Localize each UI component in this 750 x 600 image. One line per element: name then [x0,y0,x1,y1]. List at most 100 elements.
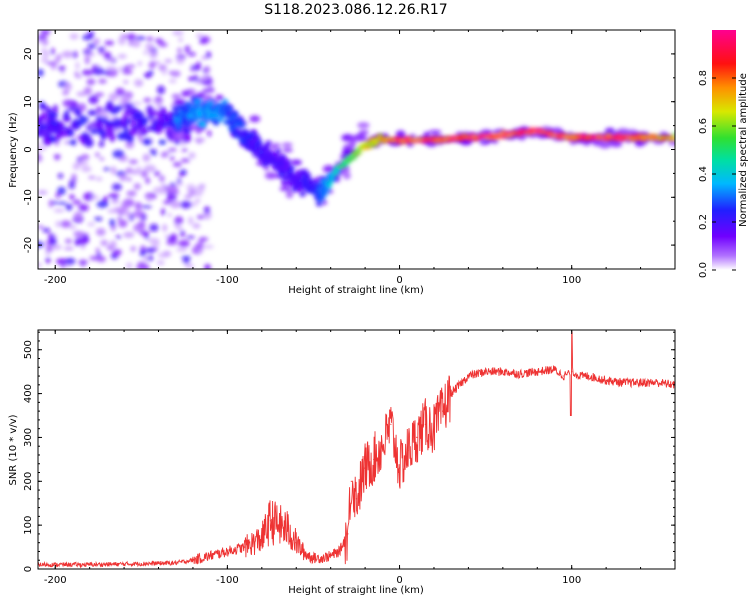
spectrogram-noise-blob [84,137,94,148]
spectrogram-noise-blob [149,223,159,232]
snr-y-tick-label: 0 [23,566,34,572]
spectrogram-ridge-blob [207,99,215,106]
spectrogram-noise-blob [184,195,193,199]
snr-data-point [287,528,289,531]
spectrogram-noise-blob [162,224,168,232]
spectrogram-ridge-blob [183,121,191,128]
spectrogram-y-ticks: -20 -10 0 10 20 [23,29,675,270]
snr-data-point [321,557,323,559]
spectrogram-y-tick-label: 10 [23,95,34,108]
snr-data-point [424,423,426,425]
spectrogram-noise-blob [187,52,196,57]
spectrogram-ridge-blob [314,182,322,189]
spectrogram-noise-blob [123,108,133,114]
spectrogram-noise-blob [104,40,115,46]
spectrogram-noise-blob [127,33,136,42]
spectrogram-noise-blob [50,47,55,55]
spectrogram-noise-blob [71,173,77,180]
spectrogram-noise-blob [47,111,56,120]
spectrogram-noise-blob [88,175,96,180]
spectrogram-halo-blob [551,127,563,134]
spectrogram-noise-blob [86,78,96,86]
spectrogram-ridge-blob [332,177,338,181]
spectrogram-noise-blob [203,65,211,74]
spectrogram-noise-blob [146,105,154,115]
spectrogram-noise-blob [187,216,194,225]
spectrogram-noise-blob [92,38,100,45]
spectrogram-noise-blob [167,212,172,218]
spectrogram-ridge-blob [200,121,207,128]
spectrogram-noise-blob [115,87,125,97]
spectrogram-ridge-blob [351,156,357,160]
spectrogram-noise-blob [73,211,83,220]
spectrogram-noise-blob [63,246,74,251]
spectrogram-noise-blob [98,51,105,55]
spectrogram-noise-blob [175,181,184,187]
spectrogram-noise-blob [81,69,94,76]
spectrogram-noise-blob [140,170,148,178]
snr-y-axis-label: SNR (10 * v/v) [8,414,19,485]
spectrogram-noise-blob [145,42,155,51]
spectrogram-noise-blob [96,255,107,263]
spectrogram-ridge-layer [171,96,675,207]
spectrogram-noise-blob [110,199,121,204]
spectrogram-noise-blob [162,200,172,205]
figure-title: S118.2023.086.12.26.R17 [264,2,447,18]
spectrogram-ridge-blob [326,181,333,188]
spectrogram-noise-blob [198,237,204,244]
spectrogram-halo-blob [264,171,276,180]
spectrogram-halo-blob [263,165,270,171]
spectrogram-ridge-blob [262,160,269,167]
colorbar-tick-label: 0.6 [698,118,709,134]
spectrogram-noise-blob [90,127,98,135]
spectrogram-noise-blob [110,121,115,127]
snr-data-point [640,382,642,384]
spectrogram-noise-blob [180,158,191,163]
snr-data-point [89,564,91,566]
snr-data-point [450,393,452,395]
spectrogram-noise-blob [58,131,67,136]
spectrogram-noise-blob [176,178,182,184]
spectrogram-noise-blob [75,118,80,128]
spectrogram-ridge-blob [274,148,282,154]
snr-y-tick-label: 200 [23,472,34,491]
spectrogram-noise-blob [144,164,156,173]
spectrogram-halo-blob [171,93,181,99]
spectrogram-halo-blob [357,122,370,129]
spectrogram-noise-blob [145,177,151,184]
spectrogram-noise-blob [200,80,212,85]
spectrogram-noise-blob [168,148,177,152]
spectrogram-noise-blob [157,119,165,126]
spectrogram-noise-blob [193,201,198,207]
spectrogram-noise-blob [53,208,65,213]
spectrogram-noise-blob [125,117,131,125]
spectrogram-noise-blob [143,72,152,79]
colorbar-tick-label: 0.2 [698,214,709,230]
spectrogram-noise-blob [161,113,171,120]
spectrogram-noise-blob [204,264,211,269]
spectrogram-ridge-blob [202,115,210,122]
spectrogram-noise-blob [74,71,79,76]
spectrogram-noise-blob [45,126,53,136]
spectrogram-noise-blob [123,129,130,137]
spectrogram-noise-blob [78,203,89,212]
spectrogram-ridge-blob [188,118,195,124]
snr-data-point [442,410,444,412]
spectrogram-noise-blob [77,103,87,112]
spectrogram-halo-blob [609,139,622,148]
spectrogram-noise-blob [94,92,105,97]
spectrogram-noise-blob [38,154,43,163]
spectrogram-noise-blob [165,240,178,246]
spectrogram-noise-blob [184,264,195,268]
spectrogram-noise-blob [177,47,183,54]
spectrogram-noise-blob [161,182,165,192]
spectrogram-noise-blob [117,36,127,46]
spectrogram-noise-blob [49,135,56,143]
spectrogram-noise-blob [95,177,103,181]
spectrogram-noise-blob [86,124,92,132]
snr-data-point [416,436,418,438]
spectrogram-noise-blob [76,160,89,167]
spectrogram-noise-blob [38,34,48,40]
snr-data-point [467,375,469,377]
snr-data-point [381,445,383,447]
